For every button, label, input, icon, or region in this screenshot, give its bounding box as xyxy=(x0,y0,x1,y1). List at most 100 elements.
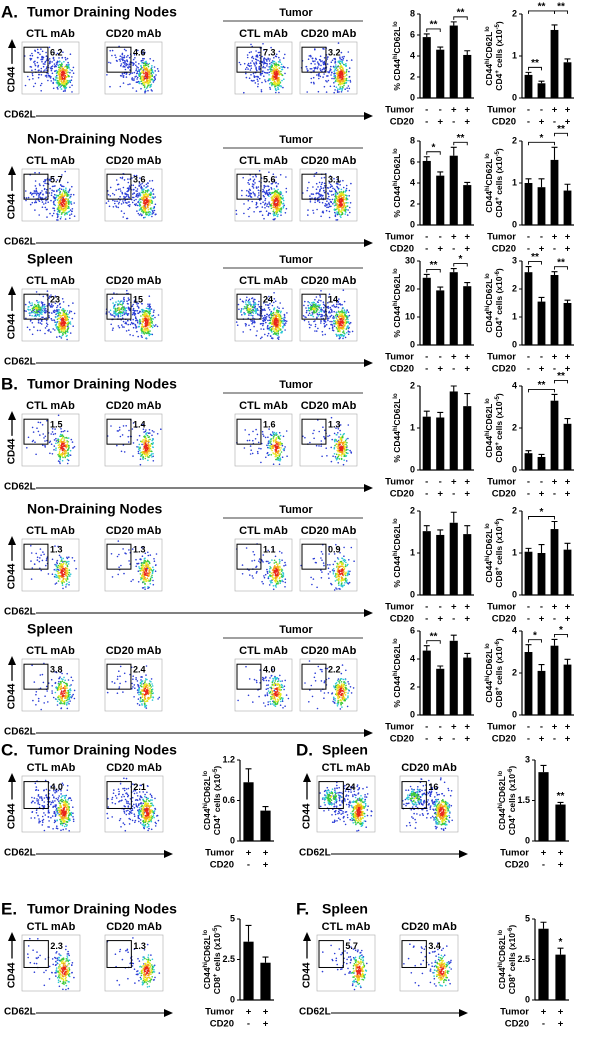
arrow-head xyxy=(364,112,373,120)
dot xyxy=(134,72,136,74)
dot xyxy=(72,318,74,320)
label-part: ) xyxy=(494,21,504,24)
dot xyxy=(135,199,137,201)
dot xyxy=(141,328,143,330)
dot xyxy=(251,57,253,59)
dot xyxy=(269,309,271,311)
dot xyxy=(44,61,46,63)
dot xyxy=(59,193,61,195)
dot xyxy=(43,307,45,309)
dot xyxy=(112,327,114,329)
dot xyxy=(326,204,328,206)
dot xyxy=(306,66,308,68)
dot xyxy=(253,184,255,186)
column-label: CD20 mAb xyxy=(106,28,162,40)
dot xyxy=(280,312,282,314)
dot xyxy=(280,332,282,334)
dot xyxy=(121,304,123,306)
dot xyxy=(37,49,39,51)
dot xyxy=(347,319,349,321)
dot xyxy=(133,323,135,325)
dot xyxy=(339,86,341,88)
dot xyxy=(329,211,331,213)
x-row-mark: + xyxy=(552,232,558,243)
dot xyxy=(62,84,64,86)
dot xyxy=(122,54,124,56)
dot xyxy=(32,193,34,195)
dot xyxy=(314,330,316,332)
dot xyxy=(272,327,274,329)
dot xyxy=(117,310,119,312)
dot xyxy=(127,194,129,196)
superscript: lo xyxy=(485,153,491,159)
dot xyxy=(349,190,351,192)
x-row-mark: - xyxy=(439,105,442,116)
dot xyxy=(48,329,50,331)
dot xyxy=(132,202,134,204)
dot xyxy=(273,292,275,294)
x-row-mark: + xyxy=(464,105,470,116)
y-tick-label: 0 xyxy=(512,92,517,102)
dot xyxy=(119,308,121,310)
x-row-mark: - xyxy=(452,364,455,375)
dot xyxy=(236,210,238,212)
dot xyxy=(32,78,34,80)
dot xyxy=(330,74,332,76)
dot xyxy=(145,213,147,215)
dot xyxy=(38,65,40,67)
y-tick-label: 4 xyxy=(410,177,415,187)
dot xyxy=(327,71,329,73)
dot xyxy=(46,59,48,61)
dot xyxy=(127,61,129,63)
dot xyxy=(35,180,37,182)
dot xyxy=(126,56,128,58)
dot xyxy=(268,189,270,191)
dot xyxy=(157,326,159,328)
dot xyxy=(46,320,48,322)
dot xyxy=(48,315,50,317)
dot xyxy=(268,333,270,335)
error-bar xyxy=(424,34,430,37)
dot xyxy=(285,322,287,324)
dot xyxy=(25,85,27,87)
dot xyxy=(123,75,125,77)
dot xyxy=(309,195,311,197)
dot xyxy=(54,66,56,68)
label-part: CD44 xyxy=(484,311,494,333)
dot xyxy=(42,193,44,195)
dot xyxy=(150,79,152,81)
bar xyxy=(436,290,444,345)
dot xyxy=(32,322,34,324)
dot xyxy=(316,172,318,174)
dot xyxy=(26,197,28,199)
dot xyxy=(62,204,64,206)
panel-heading: Non-Draining Nodes xyxy=(27,131,163,147)
dot xyxy=(265,81,267,83)
dot xyxy=(136,90,138,92)
dot xyxy=(343,85,345,87)
dot xyxy=(255,207,257,209)
dot xyxy=(277,215,279,217)
dot xyxy=(147,183,149,185)
dot xyxy=(132,77,134,79)
dot xyxy=(116,60,118,62)
dot xyxy=(146,184,148,186)
dot xyxy=(329,321,331,323)
dot xyxy=(53,213,55,215)
dot xyxy=(259,78,261,80)
dot xyxy=(65,59,67,61)
dot xyxy=(348,71,350,73)
dot xyxy=(126,290,128,292)
dot xyxy=(112,200,114,202)
dot xyxy=(267,185,269,187)
dot xyxy=(34,202,36,204)
dot xyxy=(32,55,34,57)
dot xyxy=(145,74,147,76)
dot xyxy=(129,334,131,336)
dot xyxy=(312,186,314,188)
dot xyxy=(317,328,319,330)
dot xyxy=(329,190,331,192)
dot xyxy=(274,330,276,332)
dot xyxy=(155,204,157,206)
dot xyxy=(121,178,123,180)
